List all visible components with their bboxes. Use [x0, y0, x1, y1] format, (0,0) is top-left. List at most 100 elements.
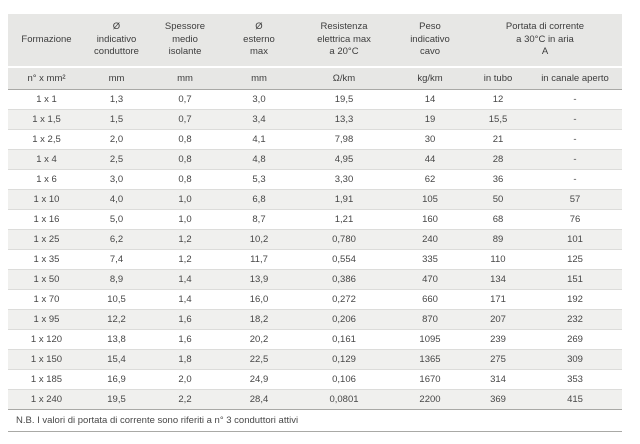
cell-value: 36: [468, 169, 528, 190]
cell-value: 8,9: [85, 269, 148, 290]
cell-value: 101: [528, 229, 622, 250]
header-cell: Ø esterno max: [222, 14, 296, 68]
cell-value: 7,98: [296, 129, 392, 150]
cell-value: 1,21: [296, 209, 392, 230]
cell-value: 20,2: [222, 329, 296, 350]
cell-value: 2,2: [148, 389, 222, 410]
cell-value: 5,0: [85, 209, 148, 230]
cell-value: -: [528, 89, 622, 110]
cell-value: 2,0: [148, 369, 222, 390]
cell-value: 0,272: [296, 289, 392, 310]
cell-value: 22,5: [222, 349, 296, 370]
cell-value: 7,4: [85, 249, 148, 270]
cell-value: 171: [468, 289, 528, 310]
cell-value: 1,0: [148, 189, 222, 210]
unit-cell: mm: [85, 67, 148, 90]
cell-formazione: 1 x 2,5: [8, 129, 85, 150]
cell-value: 0,161: [296, 329, 392, 350]
table-row: 1 x 150 15,4 1,8 22,5 0,129 1365 275 309: [8, 349, 622, 370]
cell-value: 19: [392, 109, 468, 130]
cell-value: 1,2: [148, 249, 222, 270]
unit-cell: mm: [222, 67, 296, 90]
cell-value: -: [528, 129, 622, 150]
cell-value: 335: [392, 249, 468, 270]
table-row: 1 x 240 19,5 2,2 28,4 0,0801 2200 369 415: [8, 389, 622, 410]
cell-value: 16,0: [222, 289, 296, 310]
cell-value: 3,4: [222, 109, 296, 130]
cell-value: 24,9: [222, 369, 296, 390]
cell-formazione: 1 x 185: [8, 369, 85, 390]
cell-value: 415: [528, 389, 622, 410]
cell-value: -: [528, 109, 622, 130]
cell-value: 1,6: [148, 329, 222, 350]
cell-formazione: 1 x 150: [8, 349, 85, 370]
cell-value: 105: [392, 189, 468, 210]
cell-formazione: 1 x 240: [8, 389, 85, 410]
cell-value: 0,386: [296, 269, 392, 290]
table-row: 1 x 50 8,9 1,4 13,9 0,386 470 134 151: [8, 269, 622, 290]
cell-value: 44: [392, 149, 468, 170]
unit-cell: in tubo: [468, 67, 528, 90]
cell-value: 0,8: [148, 129, 222, 150]
cell-value: 8,7: [222, 209, 296, 230]
header-cell: Peso indicativo cavo: [392, 14, 468, 68]
cell-value: 314: [468, 369, 528, 390]
cell-formazione: 1 x 6: [8, 169, 85, 190]
unit-cell: mm: [148, 67, 222, 90]
unit-cell: Ω/km: [296, 67, 392, 90]
cell-value: 2200: [392, 389, 468, 410]
cell-value: 21: [468, 129, 528, 150]
cell-value: 14: [392, 89, 468, 110]
cell-value: 0,780: [296, 229, 392, 250]
cell-value: 240: [392, 229, 468, 250]
cell-value: 870: [392, 309, 468, 330]
cell-formazione: 1 x 120: [8, 329, 85, 350]
table-row: 1 x 120 13,8 1,6 20,2 0,161 1095 239 269: [8, 329, 622, 350]
table-row: 1 x 35 7,4 1,2 11,7 0,554 335 110 125: [8, 249, 622, 270]
cell-value: 1,4: [148, 269, 222, 290]
cell-value: 76: [528, 209, 622, 230]
cell-value: 369: [468, 389, 528, 410]
cell-value: 18,2: [222, 309, 296, 330]
cell-formazione: 1 x 10: [8, 189, 85, 210]
table-row: 1 x 6 3,0 0,8 5,3 3,30 62 36-: [8, 169, 622, 190]
header-cell: Resistenza elettrica max a 20°C: [296, 14, 392, 68]
header-cell: Formazione: [8, 14, 85, 68]
cell-value: 13,9: [222, 269, 296, 290]
cell-value: 15,4: [85, 349, 148, 370]
table-row: 1 x 2,5 2,0 0,8 4,1 7,98 30 21-: [8, 129, 622, 150]
cell-value: 2,0: [85, 129, 148, 150]
cell-value: 62: [392, 169, 468, 190]
cell-value: 10,5: [85, 289, 148, 310]
cell-formazione: 1 x 95: [8, 309, 85, 330]
cell-value: 0,7: [148, 89, 222, 110]
cell-value: 12: [468, 89, 528, 110]
header-row: Formazione Ø indicativo conduttore Spessor…: [8, 14, 622, 68]
cell-formazione: 1 x 4: [8, 149, 85, 170]
cell-value: 353: [528, 369, 622, 390]
cell-value: 192: [528, 289, 622, 310]
cell-value: 5,3: [222, 169, 296, 190]
cell-value: 13,8: [85, 329, 148, 350]
cell-value: 0,106: [296, 369, 392, 390]
cell-value: 309: [528, 349, 622, 370]
units-row: n° x mm² mm mm mm Ω/km kg/km in tubo in canale …: [8, 67, 622, 90]
cell-value: 0,0801: [296, 389, 392, 410]
cell-value: 470: [392, 269, 468, 290]
cell-formazione: 1 x 1: [8, 89, 85, 110]
cell-value: 1,2: [148, 229, 222, 250]
cell-value: 28,4: [222, 389, 296, 410]
cell-value: 3,30: [296, 169, 392, 190]
table-header: Formazione Ø indicativo conduttore Spessor…: [8, 14, 622, 90]
cell-value: 1,0: [148, 209, 222, 230]
cell-value: 1095: [392, 329, 468, 350]
cell-value: 239: [468, 329, 528, 350]
cell-value: 4,8: [222, 149, 296, 170]
cell-value: 10,2: [222, 229, 296, 250]
table-body: 1 x 1 1,3 0,7 3,0 19,5 14 12-1 x 1,5 1,5 0,7 3,4 1…: [8, 89, 622, 410]
table-row: 1 x 1 1,3 0,7 3,0 19,5 14 12-: [8, 89, 622, 110]
table-row: 1 x 70 10,5 1,4 16,0 0,272 660 171 192: [8, 289, 622, 310]
footnote: N.B. I valori di portata di corrente son…: [8, 411, 622, 432]
cell-value: 1,4: [148, 289, 222, 310]
